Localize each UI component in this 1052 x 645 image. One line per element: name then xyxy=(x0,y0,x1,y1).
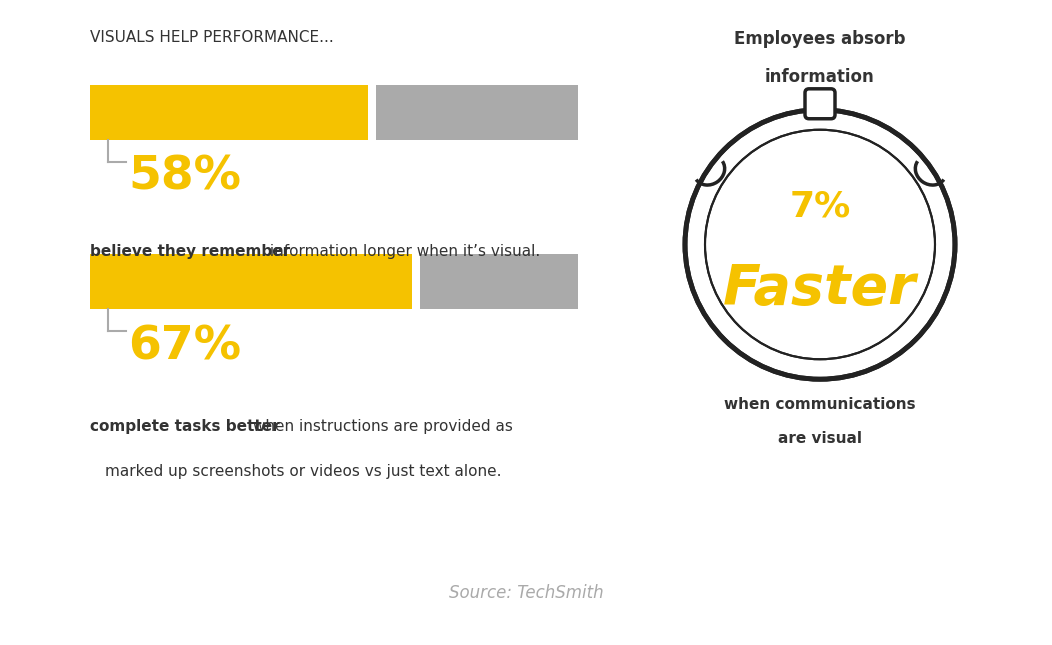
FancyBboxPatch shape xyxy=(805,89,835,119)
Text: Source: TechSmith: Source: TechSmith xyxy=(449,584,603,602)
Text: Faster: Faster xyxy=(724,263,916,317)
Text: believe they remember: believe they remember xyxy=(90,244,290,259)
FancyBboxPatch shape xyxy=(90,85,368,140)
Circle shape xyxy=(686,111,954,378)
Text: Employees absorb: Employees absorb xyxy=(734,30,906,48)
Circle shape xyxy=(709,134,931,355)
Text: 58%: 58% xyxy=(128,155,241,200)
Text: information longer when it’s visual.: information longer when it’s visual. xyxy=(265,244,541,259)
Text: complete tasks better: complete tasks better xyxy=(90,419,280,434)
Text: are visual: are visual xyxy=(778,431,862,446)
Text: VISUALS HELP PERFORMANCE...: VISUALS HELP PERFORMANCE... xyxy=(90,30,333,45)
FancyBboxPatch shape xyxy=(377,85,578,140)
FancyBboxPatch shape xyxy=(90,255,411,310)
Text: 7%: 7% xyxy=(789,190,851,224)
Text: marked up screenshots or videos vs just text alone.: marked up screenshots or videos vs just … xyxy=(105,464,502,479)
Text: when communications: when communications xyxy=(724,397,916,412)
Text: information: information xyxy=(765,68,875,86)
FancyBboxPatch shape xyxy=(420,255,578,310)
Text: when instructions are provided as: when instructions are provided as xyxy=(248,419,513,434)
Text: 67%: 67% xyxy=(128,324,241,370)
